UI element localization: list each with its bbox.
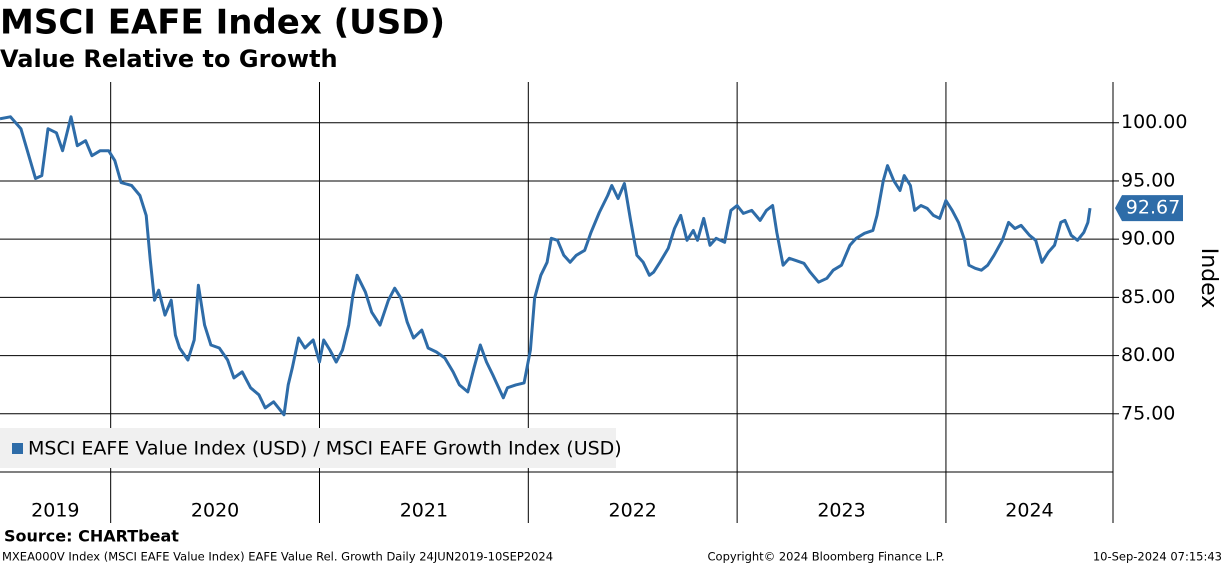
chart-title: MSCI EAFE Index (USD) [0, 3, 445, 43]
x-tick-label: 2019 [31, 500, 79, 522]
x-tick-label: 2023 [817, 500, 865, 522]
x-tick-label: 2022 [609, 500, 657, 522]
x-tick-label: 2024 [1005, 500, 1053, 522]
x-tick-label: 2021 [400, 500, 448, 522]
footer-left: MXEA000V Index (MSCI EAFE Value Index) E… [2, 550, 553, 564]
legend-swatch [12, 443, 23, 454]
y-tick-label: 75.00 [1121, 402, 1175, 424]
footer-right: 10-Sep-2024 07:15:43 [1093, 550, 1222, 564]
y-tick-label: 95.00 [1121, 169, 1175, 191]
legend-box [0, 428, 616, 468]
last-value-tag [1115, 195, 1183, 222]
y-tick-label: 80.00 [1121, 344, 1175, 366]
legend-label: MSCI EAFE Value Index (USD) / MSCI EAFE … [28, 438, 622, 460]
chart-subtitle: Value Relative to Growth [0, 45, 338, 73]
y-tick-label: 90.00 [1121, 228, 1175, 250]
footer-center: Copyright© 2024 Bloomberg Finance L.P. [708, 550, 945, 564]
data-line [0, 115, 1092, 417]
y-tick-label: 100.00 [1121, 111, 1187, 133]
y-tick-label: 85.00 [1121, 286, 1175, 308]
last-value-label: 92.67 [1126, 197, 1180, 219]
x-tick-label: 2020 [191, 500, 239, 522]
source: Source: CHARTbeat [4, 527, 179, 546]
y-axis-label: Index [1196, 248, 1221, 309]
